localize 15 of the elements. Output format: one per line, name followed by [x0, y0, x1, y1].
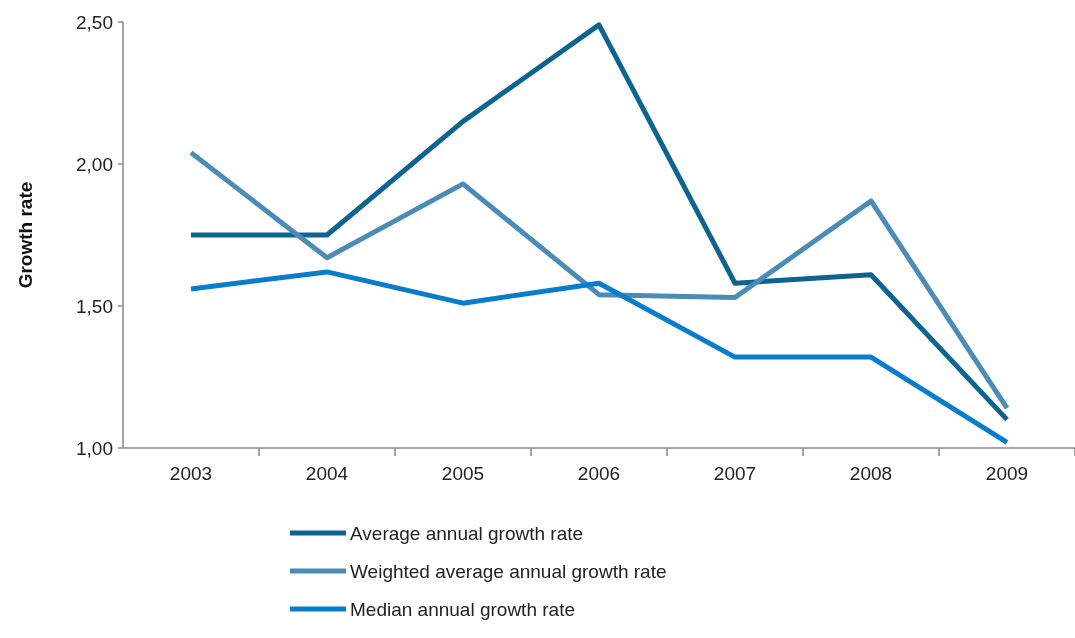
y-tick-label: 1,00 — [76, 437, 113, 459]
x-tick-label: 2009 — [985, 463, 1029, 484]
legend-label: Median annual growth rate — [350, 598, 575, 620]
x-tick-label: 2006 — [577, 463, 621, 484]
x-tick-label: 2003 — [169, 463, 213, 484]
x-tick-label: 2004 — [305, 463, 349, 484]
y-tick-label: 2,00 — [76, 153, 113, 175]
x-tick-label: 2008 — [849, 463, 893, 484]
x-tick-label: 2005 — [441, 463, 485, 484]
y-tick-label: 1,50 — [76, 295, 113, 317]
x-tick-label: 2007 — [713, 463, 757, 484]
y-tick-label: 2,50 — [76, 11, 113, 33]
y-axis-title: Growth rate — [15, 181, 36, 289]
legend-label: Weighted average annual growth rate — [350, 560, 667, 582]
legend-label: Average annual growth rate — [350, 522, 584, 544]
